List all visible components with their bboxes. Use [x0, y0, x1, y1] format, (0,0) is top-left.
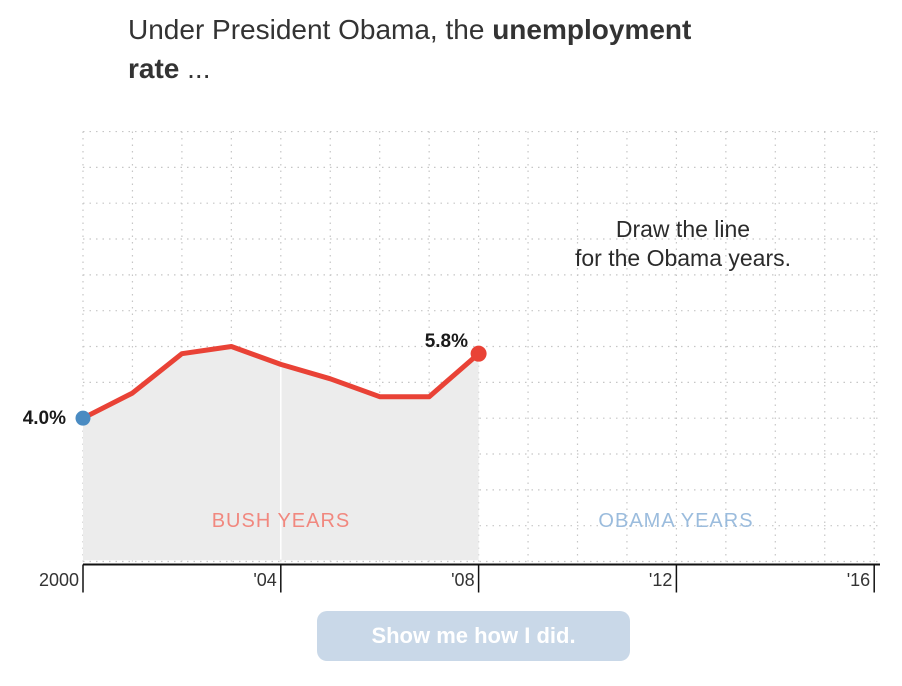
obama-years-label: OBAMA YEARS — [598, 510, 753, 532]
bush-line-layer — [75, 344, 487, 426]
bush-area-layer — [83, 346, 479, 561]
x-tick-label: '04 — [253, 570, 276, 590]
draw-prompt-line1: Draw the line — [615, 216, 751, 242]
start-value-label: 4.0% — [23, 408, 66, 429]
show-me-how-button[interactable]: Show me how I did. — [317, 611, 630, 661]
title-suffix: ... — [179, 53, 211, 84]
bush-years-label: BUSH YEARS — [212, 510, 351, 532]
draw-chart-canvas[interactable]: 2000 '04 '08 '12 '16 4.0% 5.8% BUSH YEARS OB… — [0, 0, 902, 610]
page-title: Under President Obama, the unemployment … — [128, 10, 728, 88]
title-bold: unemployment rate — [128, 14, 692, 84]
bush-unemployment-line — [80, 344, 482, 421]
x-tick-label: '08 — [451, 570, 474, 590]
end-dot — [470, 345, 487, 362]
end-value-label: 5.8% — [425, 331, 468, 352]
draw-prompt: Draw the line for the Obama years. — [508, 215, 858, 273]
x-tick-label: '16 — [847, 570, 870, 590]
title-prefix: Under President Obama, the — [128, 14, 493, 45]
x-tick-label: '12 — [649, 570, 672, 590]
start-dot — [75, 410, 91, 426]
x-tick-label: 2000 — [39, 570, 79, 590]
draw-prompt-line2: for the Obama years. — [574, 245, 792, 271]
axis-layer: 2000 '04 '08 '12 '16 — [39, 563, 880, 593]
